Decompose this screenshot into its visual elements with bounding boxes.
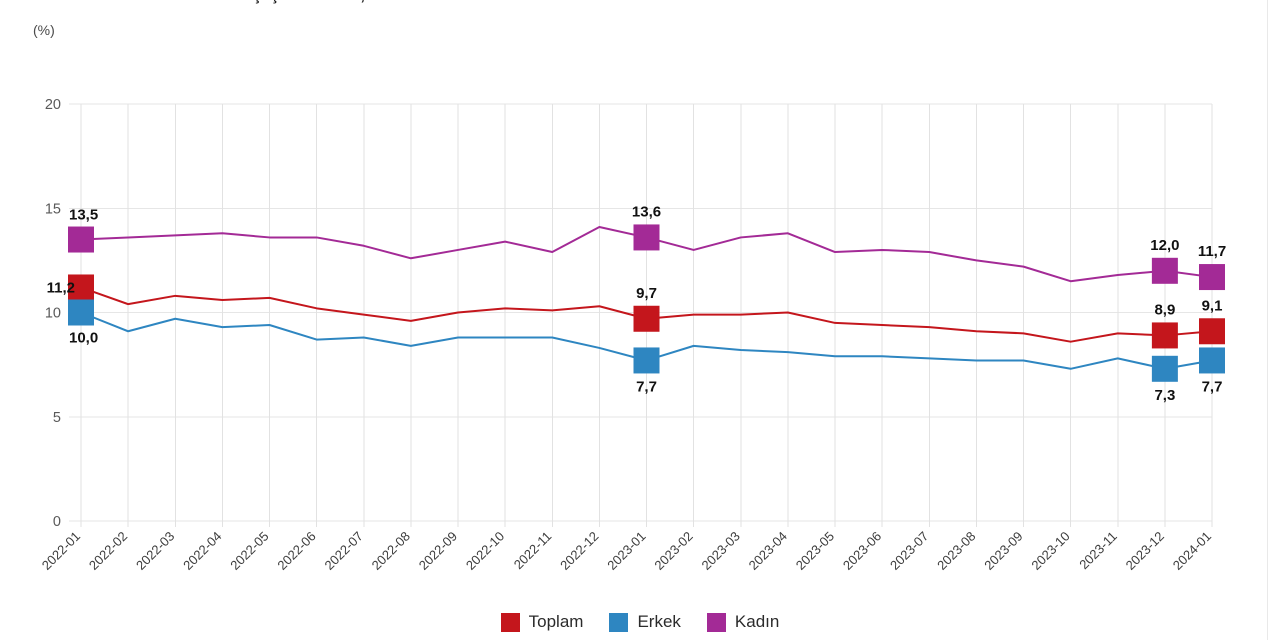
data-point-label: 12,0: [1150, 237, 1179, 254]
title-area: Mevsim etkisinden arındırılmış işsizlik …: [0, 0, 1280, 13]
data-point-marker: [1199, 347, 1225, 374]
legend-swatch-kadin: [706, 612, 726, 632]
data-point-label: 11,7: [1198, 243, 1226, 260]
data-point-marker: [633, 347, 660, 374]
x-axis-tick-label: 2022-08: [369, 529, 413, 573]
data-point-label: 13,6: [632, 203, 661, 220]
x-axis-tick-label: 2023-04: [746, 529, 790, 573]
data-point-marker: [1151, 257, 1178, 284]
data-point-label: 7,3: [1154, 387, 1175, 404]
data-point-label: 11,2: [47, 279, 75, 296]
data-point-label: 7,7: [1202, 378, 1223, 395]
series-markers: [68, 224, 1225, 382]
legend-label-erkek: Erkek: [637, 612, 681, 631]
legend-item-erkek[interactable]: Erkek: [609, 612, 681, 632]
x-axis-tick-label: 2023-03: [699, 529, 743, 573]
legend-item-toplam[interactable]: Toplam: [500, 612, 584, 632]
y-axis-tick-label: 0: [53, 514, 61, 530]
x-axis-tick-label: 2024-01: [1170, 529, 1214, 573]
data-point-label: 9,1: [1202, 297, 1223, 314]
x-axis-tick-label: 2023-11: [1076, 529, 1120, 573]
x-axis-tick-label: 2022-02: [86, 529, 130, 573]
legend-swatch-toplam: [500, 612, 520, 632]
legend-item-kadin[interactable]: Kadın: [706, 612, 780, 632]
x-axis-tick-label: 2022-09: [416, 529, 460, 573]
data-point-label: 10,0: [69, 330, 98, 347]
y-axis-tick-label: 20: [45, 97, 61, 113]
x-axis-tick-label: 2022-06: [274, 529, 318, 573]
x-axis-tick-label: 2023-05: [793, 529, 837, 573]
data-labels: 11,2 9,7 8,9 9,1 10,0 7,7 7,3 7,7 13,5 13,6 12,0 11…: [47, 203, 1227, 403]
legend-swatch-erkek: [609, 612, 629, 632]
data-point-marker: [68, 299, 94, 326]
data-point-marker: [68, 226, 94, 253]
x-axis-tick-label: 2022-07: [322, 529, 366, 573]
y-axis-tick-label: 5: [53, 410, 61, 426]
x-axis-tick-label: 2022-03: [133, 529, 177, 573]
data-point-marker: [633, 224, 660, 251]
y-axis-tick-label: 15: [45, 201, 61, 217]
x-axis-tick-label: 2023-07: [887, 529, 931, 573]
x-axis-tick-label: 2023-06: [840, 529, 884, 573]
x-axis-tick-label: 2022-10: [463, 529, 507, 573]
x-axis-tick-label: 2022-12: [557, 529, 601, 573]
chart-legend: Toplam Erkek Kadın: [0, 612, 1280, 632]
x-axis-tick-label: 2023-12: [1123, 529, 1167, 573]
data-point-marker: [1199, 264, 1225, 291]
x-axis-tick-label: 2023-08: [934, 529, 978, 573]
legend-label-toplam: Toplam: [528, 612, 584, 631]
page-margin-edge: [1267, 0, 1280, 640]
x-axis-tick-label: 2023-01: [604, 529, 648, 573]
x-axis-tick-label: 2022-04: [180, 529, 224, 573]
data-point-marker: [633, 305, 660, 332]
data-point-marker: [1199, 318, 1225, 345]
x-axis-tick-label: 2022-01: [39, 529, 83, 573]
x-axis-tick-label: 2023-10: [1028, 529, 1072, 573]
x-axis-tick-label: 2022-11: [511, 529, 555, 573]
y-axis-tick-label: 10: [45, 306, 61, 322]
data-point-label: 8,9: [1154, 301, 1175, 318]
x-axis-tick-label: 2022-05: [227, 529, 271, 573]
data-point-marker: [68, 274, 94, 301]
y-axis-ticks: 0 5 10 15 20: [45, 97, 61, 530]
data-point-label: 13,5: [69, 207, 98, 224]
legend-label-kadin: Kadın: [734, 612, 780, 631]
x-axis-tick-label: 2023-02: [651, 529, 695, 573]
unit-label: (%): [33, 22, 55, 38]
data-point-label: 7,7: [636, 378, 657, 395]
data-point-marker: [1151, 355, 1178, 382]
data-point-marker: [1151, 322, 1178, 349]
x-axis-tick-label: 2023-09: [981, 529, 1025, 573]
page-title: Mevsim etkisinden arındırılmış işsizlik …: [33, 0, 539, 5]
data-point-label: 9,7: [636, 285, 657, 302]
vertical-gridlines: [80, 104, 1213, 527]
x-axis-ticks: 2022-01 2022-02 2022-03 2022-04 2022-05 2022-…: [39, 529, 1214, 573]
